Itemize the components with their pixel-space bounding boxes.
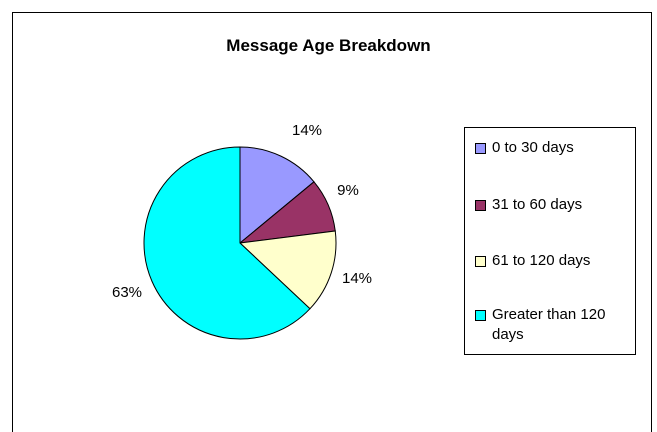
legend-swatch: [475, 143, 486, 154]
pie-slice: [239, 146, 315, 245]
chart-title: Message Age Breakdown: [226, 36, 431, 55]
slice-label: 9%: [337, 182, 359, 199]
legend-item: 61 to 120 days: [475, 251, 635, 271]
legend-label: Greater than 120 days: [492, 306, 606, 343]
legend-label: 0 to 30 days: [492, 139, 574, 156]
legend-item: Greater than 120 days: [475, 305, 635, 345]
slice-label: 14%: [342, 270, 372, 287]
pie-chart: 14% 9% 14% 63%: [112, 122, 372, 340]
legend-label: 31 to 60 days: [492, 196, 583, 213]
pie-slice: [238, 230, 337, 310]
legend-label: 61 to 120 days: [492, 252, 591, 269]
slice-label: 14%: [292, 122, 322, 139]
legend-item: 0 to 30 days: [475, 138, 635, 158]
chart-frame: [12, 12, 652, 432]
legend-swatch: [475, 256, 486, 267]
slice-label: 63%: [112, 284, 142, 301]
legend-swatch: [475, 310, 486, 321]
legend-swatch: [475, 200, 486, 211]
chart-legend: 0 to 30 days 31 to 60 days 61 to 120 day…: [464, 127, 636, 355]
pie-slice: [143, 146, 311, 340]
legend-item: 31 to 60 days: [475, 195, 635, 215]
